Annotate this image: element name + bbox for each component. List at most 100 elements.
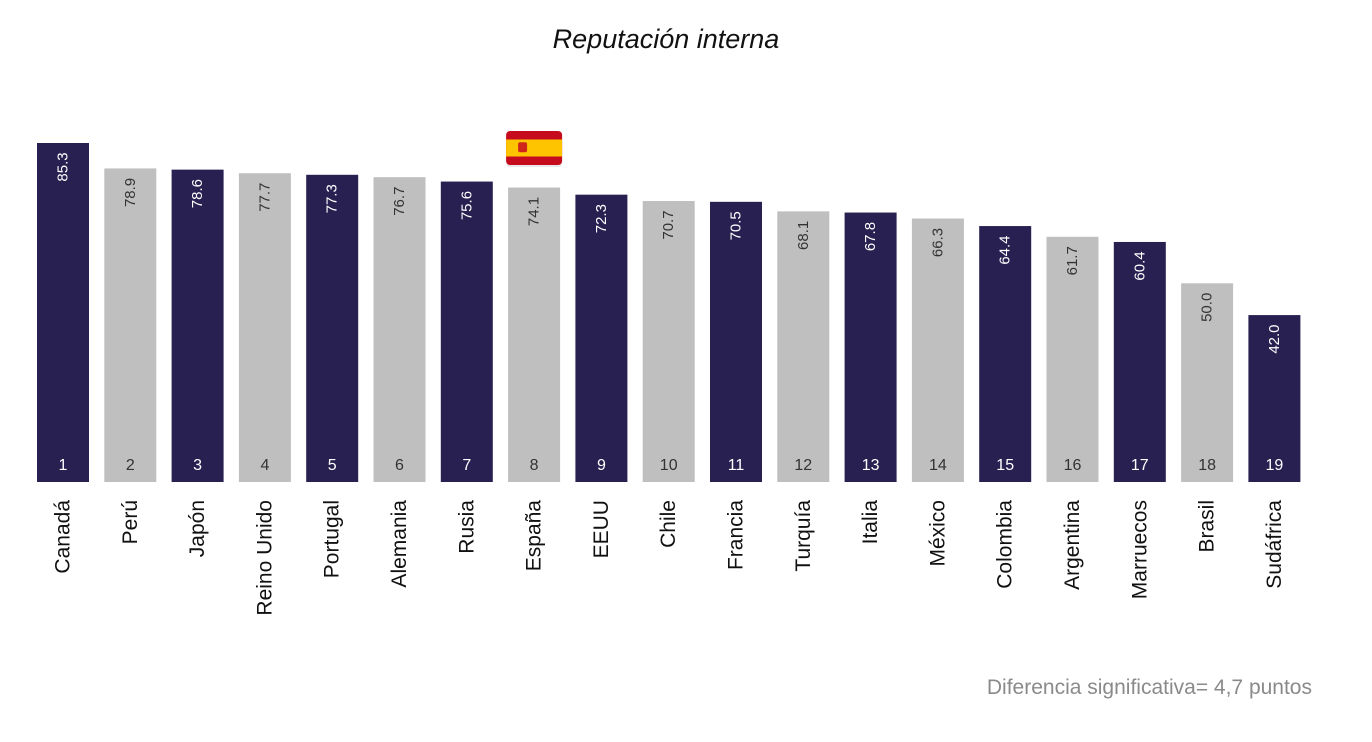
bar-value-label: 67.8 xyxy=(862,222,879,251)
bar-value-label: 50.0 xyxy=(1199,293,1216,322)
bar-value-label: 60.4 xyxy=(1131,251,1148,280)
category-label: Brasil xyxy=(1196,500,1219,553)
bar-value-label: 78.6 xyxy=(189,179,206,208)
bar xyxy=(238,173,291,482)
bar-rank-label: 6 xyxy=(395,457,404,474)
bar-group: 75.6 7 Rusia xyxy=(440,181,493,554)
bar-value-label: 72.3 xyxy=(593,204,610,233)
bar-value-label: 77.7 xyxy=(256,183,273,212)
bar xyxy=(1046,236,1099,482)
category-label: Alemania xyxy=(388,500,411,588)
bar-group: 50.0 18 Brasil xyxy=(1181,283,1234,553)
bar-rank-label: 10 xyxy=(660,457,678,474)
category-label: Francia xyxy=(725,500,748,570)
bar xyxy=(844,212,897,482)
bar xyxy=(37,143,89,482)
bar-rank-label: 16 xyxy=(1064,457,1082,474)
bar xyxy=(1248,315,1301,482)
bar-value-label: 74.1 xyxy=(526,197,543,226)
bar-rank-label: 15 xyxy=(996,457,1014,474)
bar-rank-label: 7 xyxy=(462,457,471,474)
category-label: España xyxy=(523,500,546,572)
bar-rank-label: 12 xyxy=(794,457,812,474)
bar-group: 61.7 16 Argentina xyxy=(1046,236,1099,590)
bar-rank-label: 17 xyxy=(1131,457,1149,474)
bar-group: 76.7 6 Alemania xyxy=(373,177,426,588)
bar-value-label: 70.5 xyxy=(728,211,745,240)
category-label: Colombia xyxy=(994,500,1017,589)
category-label: EEUU xyxy=(590,500,613,558)
bar xyxy=(710,201,762,482)
bar-group: 85.3 1 Canadá xyxy=(37,143,89,574)
bar-value-label: 78.9 xyxy=(122,178,139,207)
bar-rank-label: 14 xyxy=(929,457,947,474)
bar-rank-label: 1 xyxy=(59,457,68,474)
bar-rank-label: 5 xyxy=(328,457,337,474)
bar xyxy=(306,174,359,482)
bar-rank-label: 3 xyxy=(193,457,202,474)
bar-value-label: 42.0 xyxy=(1266,324,1283,353)
category-label: México xyxy=(926,500,949,567)
bar xyxy=(911,218,964,483)
bar-group: 60.4 17 Marruecos xyxy=(1113,241,1166,599)
category-label: Japón xyxy=(186,500,209,557)
category-label: Rusia xyxy=(455,500,478,554)
category-label: Argentina xyxy=(1061,500,1084,590)
bar-rank-label: 2 xyxy=(126,457,135,474)
bar-group: 70.5 11 Francia xyxy=(710,201,762,570)
bar xyxy=(777,211,830,482)
bar-rank-label: 13 xyxy=(862,457,880,474)
bar-rank-label: 18 xyxy=(1198,457,1216,474)
bar-value-label: 70.7 xyxy=(660,210,677,239)
bar-group: 42.0 19 Sudáfrica xyxy=(1248,315,1301,589)
category-label: Portugal xyxy=(321,500,344,578)
bar-group: 72.3 9 EEUU xyxy=(575,194,628,558)
bar-group: 78.9 2 Perú xyxy=(104,168,157,544)
bar xyxy=(171,169,224,482)
bar xyxy=(1181,283,1234,482)
category-label: Canadá xyxy=(52,500,75,574)
category-label: Chile xyxy=(657,500,680,548)
flag-coat-of-arms xyxy=(518,142,528,153)
category-label: Marruecos xyxy=(1128,500,1151,599)
bar xyxy=(575,194,628,482)
bar-group: 78.6 3 Japón xyxy=(171,169,224,557)
category-label: Reino Unido xyxy=(253,500,276,616)
bar xyxy=(373,177,426,482)
bar xyxy=(508,187,561,482)
bar xyxy=(642,201,695,483)
bar-value-label: 68.1 xyxy=(795,221,812,250)
spain-flag-icon xyxy=(506,131,563,167)
bar-group: 68.1 12 Turquía xyxy=(777,211,830,572)
bar-value-label: 61.7 xyxy=(1064,246,1081,275)
bar-group: 77.3 5 Portugal xyxy=(306,174,359,578)
bar xyxy=(104,168,157,482)
significance-footnote: Diferencia significativa= 4,7 puntos xyxy=(986,676,1312,699)
category-label: Sudáfrica xyxy=(1263,500,1286,589)
category-label: Perú xyxy=(119,500,142,544)
category-label: Italia xyxy=(859,500,882,545)
chart-title: Reputación interna xyxy=(552,24,780,54)
bar xyxy=(1113,241,1166,482)
category-label: Turquía xyxy=(792,500,815,572)
bar-group: 74.1 8 España xyxy=(508,187,561,572)
bar-value-label: 75.6 xyxy=(458,191,475,220)
bar-value-label: 77.3 xyxy=(324,184,341,213)
bar xyxy=(979,226,1032,482)
bar-rank-label: 8 xyxy=(530,457,539,474)
bar-value-label: 85.3 xyxy=(55,152,72,181)
bar-group: 64.4 15 Colombia xyxy=(979,226,1032,589)
bar-value-label: 66.3 xyxy=(929,228,946,257)
bar-group: 70.7 10 Chile xyxy=(642,201,695,548)
bar-rank-label: 4 xyxy=(260,457,269,474)
bar-group: 66.3 14 México xyxy=(911,218,964,567)
bar-rank-label: 9 xyxy=(597,457,606,474)
bar-rank-label: 11 xyxy=(728,457,745,474)
bar-group: 77.7 4 Reino Unido xyxy=(238,173,291,616)
bar xyxy=(440,181,493,483)
bar-value-label: 64.4 xyxy=(997,235,1014,264)
flag-yellow-band xyxy=(506,139,563,157)
bar-rank-label: 19 xyxy=(1266,457,1284,474)
